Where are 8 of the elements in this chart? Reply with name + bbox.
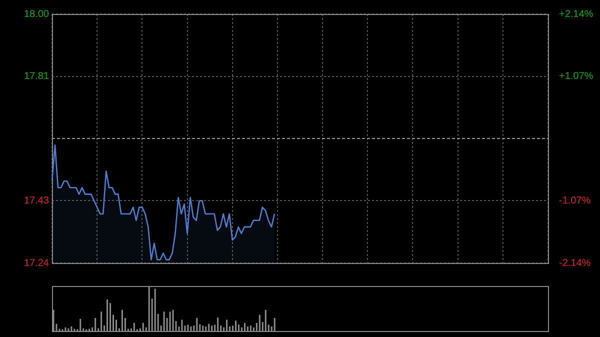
- y-tick-label: 18.00: [24, 8, 50, 20]
- y2-tick-label: +1.07%: [559, 71, 594, 82]
- y2-tick-label: -1.07%: [559, 196, 591, 206]
- y-tick-label: 17.81: [24, 71, 50, 82]
- y-tick-label: 17.24: [24, 258, 50, 269]
- y2-tick-label: -2.14%: [559, 258, 591, 269]
- y-tick-label: 17.43: [24, 196, 50, 206]
- y2-tick-label: +2.14%: [559, 8, 594, 20]
